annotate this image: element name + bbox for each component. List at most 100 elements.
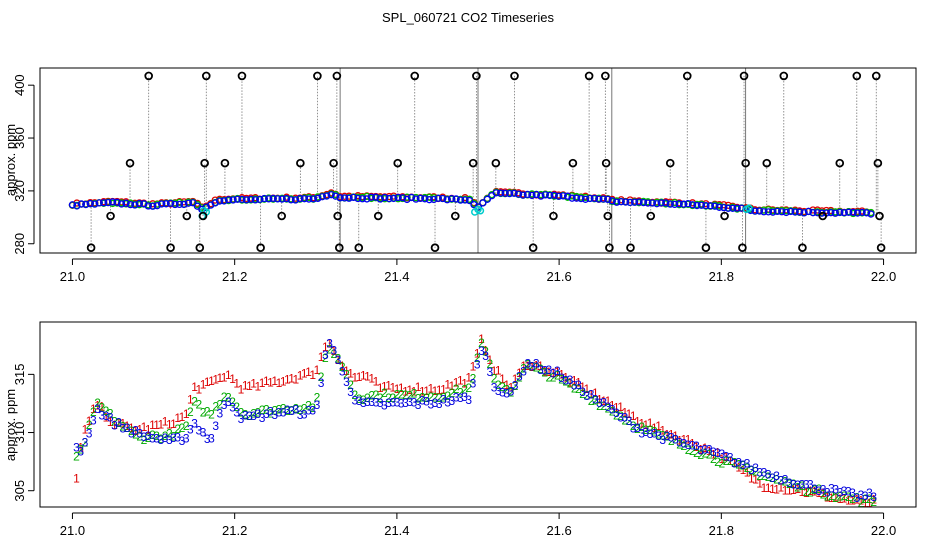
series-3-point: 3 — [250, 409, 257, 423]
series-3-point: 3 — [149, 431, 156, 445]
series-3-point — [389, 194, 398, 203]
series-3-point: 3 — [832, 483, 839, 497]
series-3-point: 3 — [398, 397, 405, 411]
series-2-point: 2 — [77, 443, 84, 457]
outlier-point — [410, 71, 420, 81]
outlier-point — [198, 211, 208, 221]
outlier-point — [468, 158, 478, 168]
series-2-point: 2 — [326, 343, 333, 357]
panel0-x-tick-label: 21.2 — [222, 269, 247, 284]
series-3-point — [189, 199, 197, 207]
series-2-point: 2 — [655, 427, 662, 441]
series-3-point — [158, 200, 166, 208]
series-2-point: 2 — [162, 429, 169, 443]
series-1-point: 1 — [609, 398, 616, 412]
series-2-point: 2 — [200, 405, 207, 419]
series-3-point: 3 — [803, 477, 810, 491]
series-1-point: 1 — [503, 378, 510, 392]
series-3-point — [626, 198, 634, 207]
series-1-point: 1 — [634, 415, 641, 429]
series-3-point — [260, 194, 268, 203]
series-2-point: 2 — [115, 416, 122, 430]
series-3-point: 3 — [765, 467, 772, 481]
series-3-point — [577, 194, 585, 203]
series-3-point: 3 — [326, 336, 333, 350]
series-3-point — [327, 191, 335, 199]
series-2-point: 2 — [170, 430, 177, 444]
series-1-point: 1 — [153, 418, 160, 432]
series-2-point: 2 — [449, 386, 456, 400]
series-3-point: 3 — [385, 396, 392, 410]
series-3-point — [443, 196, 451, 204]
outlier-point — [873, 158, 883, 168]
series-2-point: 2 — [744, 461, 751, 475]
series-1-point: 1 — [605, 394, 612, 408]
series-2-point: 2 — [529, 359, 536, 373]
series-1-point: 1 — [292, 373, 299, 387]
series-1-point: 1 — [98, 400, 105, 414]
series-2-point: 2 — [73, 450, 80, 464]
series-3-point — [363, 195, 371, 203]
series-2-point: 2 — [567, 377, 574, 391]
series-3-point: 3 — [141, 430, 148, 444]
series-1-point: 1 — [584, 382, 591, 396]
series-2-point: 2 — [562, 375, 569, 389]
series-2-point: 2 — [643, 423, 650, 437]
series-2-point: 2 — [259, 403, 266, 417]
series-2-point: 2 — [124, 421, 131, 435]
series-1-point: 1 — [166, 417, 173, 431]
outlier-point — [739, 71, 749, 81]
panel0-x-tick-label: 21.8 — [709, 269, 734, 284]
series-3-point: 3 — [621, 410, 628, 424]
series-3-point — [684, 200, 692, 208]
series-3-point: 3 — [330, 344, 337, 358]
series-3-point — [233, 195, 242, 203]
series-3-point — [447, 194, 456, 203]
bottom-panel-y-axis: 305 310 315 — [12, 364, 35, 502]
series-3-point — [733, 204, 741, 212]
outlier-point — [201, 71, 211, 81]
series-3-point — [666, 200, 674, 208]
series-3-point: 3 — [706, 442, 713, 456]
series-3-point: 3 — [478, 344, 485, 358]
series-3-point: 3 — [651, 426, 658, 440]
series-1-point: 1 — [723, 450, 730, 464]
series-2-point: 2 — [330, 347, 337, 361]
series-1-point: 1 — [866, 496, 873, 510]
series-3-point: 3 — [659, 433, 666, 447]
series-3-point: 3 — [740, 458, 747, 472]
outlier-point — [568, 158, 578, 168]
series-3-point — [452, 195, 460, 203]
series-2-point: 2 — [103, 404, 110, 418]
series-3-point — [532, 190, 541, 199]
bottom-panel-y-axis-title: approx. ppm — [3, 389, 18, 461]
series-1-point: 1 — [727, 454, 734, 468]
series-2-point: 2 — [343, 367, 350, 381]
series-3-point: 3 — [301, 407, 308, 421]
series-2-point: 2 — [309, 401, 316, 415]
series-3-point: 3 — [811, 482, 818, 496]
outlier-point — [472, 71, 481, 81]
series-1-point: 1 — [352, 371, 359, 385]
series-3-point: 3 — [845, 485, 852, 499]
series-3-point: 3 — [799, 477, 806, 491]
series-1-point: 1 — [415, 380, 422, 394]
series-3-point: 3 — [200, 425, 207, 439]
series-1-point: 1 — [411, 385, 418, 399]
series-3-point — [706, 202, 715, 210]
series-2-point: 2 — [398, 388, 405, 402]
series-3-point — [720, 203, 728, 212]
outlier-point — [220, 158, 230, 168]
series-2-point: 2 — [866, 492, 873, 506]
series-2-point: 2 — [233, 400, 240, 414]
series-2-point: 2 — [82, 436, 89, 450]
outlier-point — [601, 158, 611, 168]
outlier-point — [195, 243, 205, 253]
series-2-point: 2 — [499, 380, 506, 394]
series-3-point — [800, 209, 808, 217]
series-3-point — [296, 194, 304, 203]
series-3-point: 3 — [828, 482, 835, 496]
series-3-point — [345, 194, 353, 202]
series-1-point: 1 — [364, 369, 371, 383]
series-1-point: 1 — [187, 393, 194, 407]
